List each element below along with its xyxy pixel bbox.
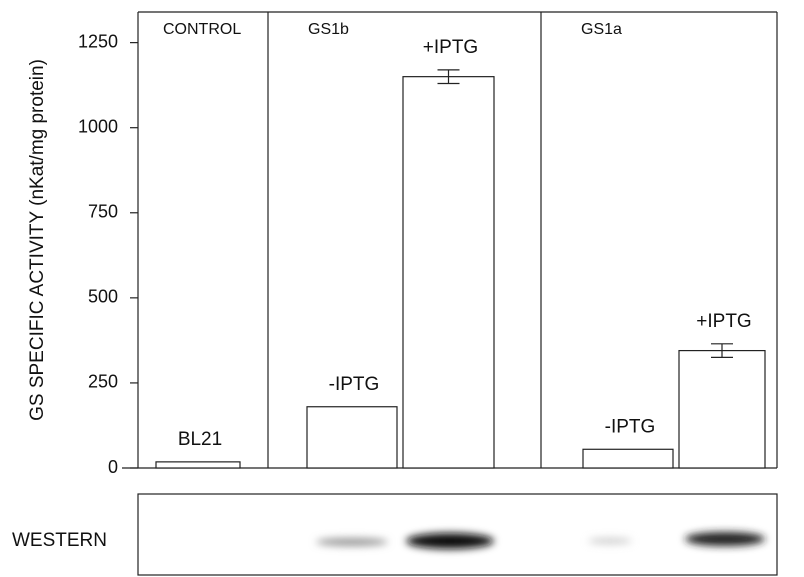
band: [316, 538, 388, 546]
bar: [156, 462, 240, 468]
western-label: WESTERN: [12, 530, 107, 551]
bar: [307, 407, 397, 468]
bar-label: BL21: [178, 429, 222, 450]
y-axis-label: GS SPECIFIC ACTIVITY (nKat/mg protein): [27, 59, 48, 421]
panel-title: GS1a: [581, 21, 622, 38]
bar: [679, 351, 765, 468]
bar-label: +IPTG: [696, 311, 751, 332]
y-tick-label: 1000: [78, 116, 118, 136]
y-tick-label: 0: [108, 457, 118, 477]
y-tick-label: 500: [88, 287, 118, 307]
bar-label: +IPTG: [423, 37, 478, 58]
band: [406, 533, 494, 549]
bar-label: -IPTG: [605, 416, 656, 437]
chart: GS SPECIFIC ACTIVITY (nKat/mg protein) W…: [0, 0, 804, 577]
bar: [403, 77, 494, 468]
bar: [583, 449, 673, 468]
panel-title: GS1b: [308, 21, 349, 38]
bar-label: -IPTG: [329, 374, 380, 395]
page: {"chart_data": {"type": "bar", "y_label"…: [0, 0, 804, 577]
band: [588, 538, 632, 544]
y-tick-label: 250: [88, 372, 118, 392]
y-tick-label: 750: [88, 202, 118, 222]
blot-bands: [316, 532, 765, 549]
panel-title: CONTROL: [163, 21, 241, 38]
y-tick-label: 1250: [78, 31, 118, 51]
band: [685, 532, 765, 546]
